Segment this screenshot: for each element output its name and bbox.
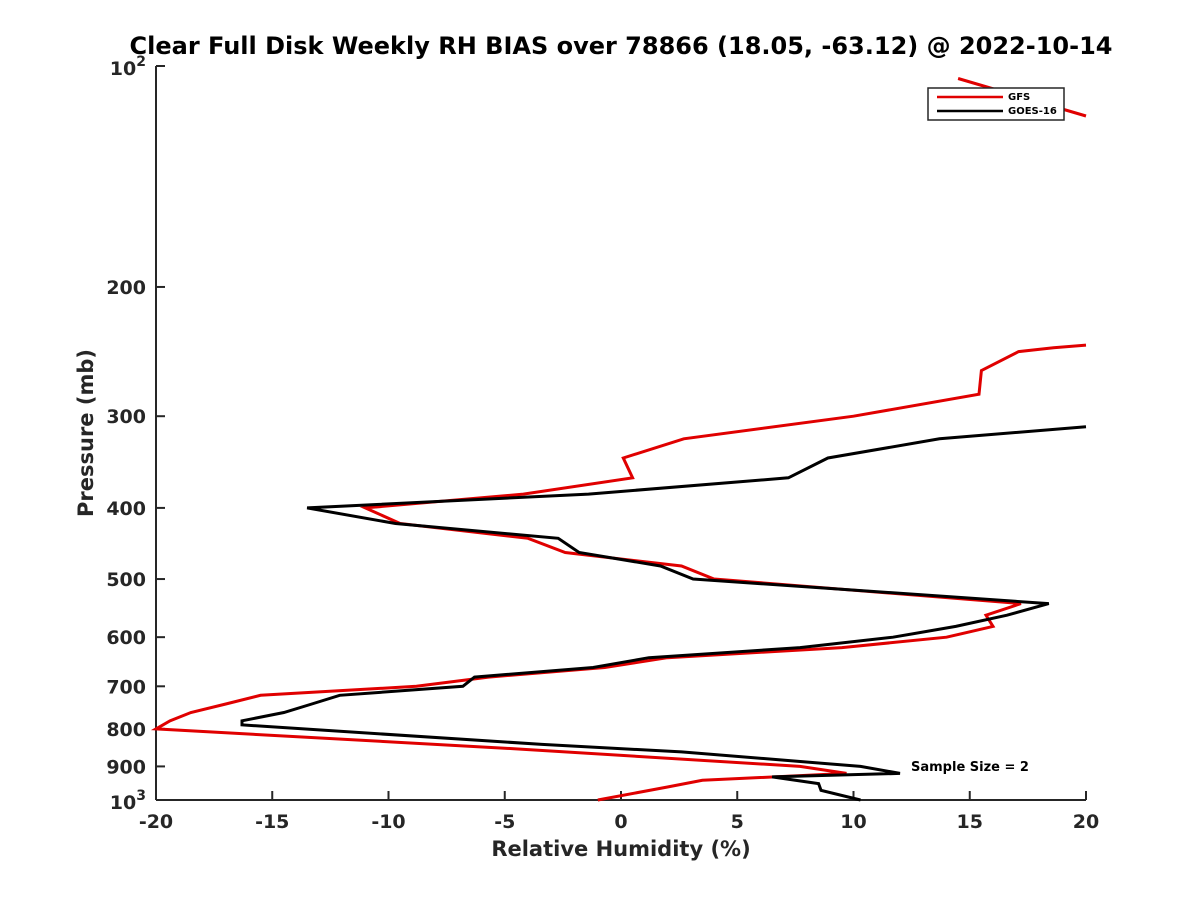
series-layer: [150, 77, 1087, 802]
legend-label-goes16: GOES-16: [1008, 106, 1057, 117]
x-tick-label: 10: [840, 811, 866, 833]
x-tick-label: 20: [1073, 811, 1099, 833]
legend-label-gfs: GFS: [1008, 92, 1030, 103]
y-tick-label: 300: [106, 406, 146, 428]
x-tick-label: -5: [494, 811, 515, 833]
y-tick-label: 500: [106, 569, 146, 591]
chart-title: Clear Full Disk Weekly RH BIAS over 7886…: [130, 32, 1113, 60]
x-tick-label: -10: [371, 811, 405, 833]
legend-box: [927, 87, 1065, 121]
y-tick-exponent: 3: [136, 788, 146, 804]
x-tick-label: -20: [139, 811, 173, 833]
y-tick-label: 900: [106, 756, 146, 778]
x-tick-label: -15: [255, 811, 289, 833]
y-tick-label: 700: [106, 676, 146, 698]
y-tick-label: 600: [106, 627, 146, 649]
y-tick-label: 400: [106, 498, 146, 520]
y-tick-label: 103: [110, 788, 146, 814]
y-tick-base: 10: [110, 58, 136, 80]
series-line-gfs: [150, 343, 1087, 802]
sample-size-annotation: Sample Size = 2: [911, 760, 1029, 775]
y-tick-label: 200: [106, 277, 146, 299]
x-tick-label: 0: [614, 811, 627, 833]
y-tick-label: 102: [110, 54, 146, 80]
y-tick-base: 10: [110, 792, 136, 814]
y-tick-exponent: 2: [136, 54, 146, 70]
legend: GFS GOES-16: [927, 87, 1065, 121]
y-axis-label: Pressure (mb): [74, 349, 98, 517]
y-tick-label: 800: [106, 719, 146, 741]
series-line-goes16: [240, 425, 1087, 802]
x-axis-label: Relative Humidity (%): [491, 837, 750, 861]
x-tick-label: 15: [957, 811, 983, 833]
x-axis-ticks: -20 -15 -10 -5 0 5 10 15 20: [139, 791, 1099, 833]
x-tick-label: 5: [731, 811, 744, 833]
